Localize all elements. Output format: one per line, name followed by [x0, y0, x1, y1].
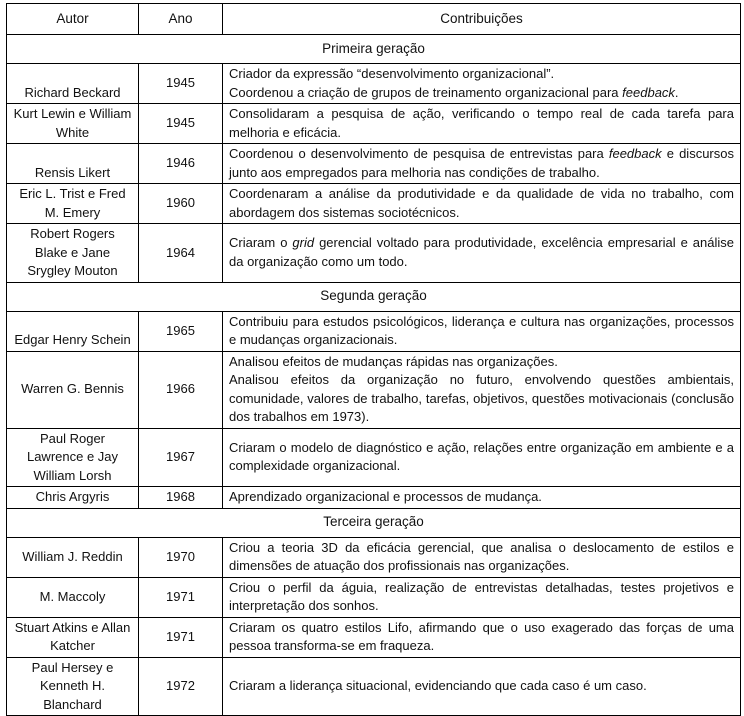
text-segment: Analisou efeitos de mudanças rápidas nas… [229, 353, 558, 369]
section-title: Segunda geração [6, 281, 741, 312]
year-cell: 1960 [138, 183, 223, 224]
italic-term: feedback [608, 146, 662, 161]
contribution-cell: Criaram os quatro estilos Lifo, afirmand… [222, 616, 741, 658]
contribution-cell: Aprendizado organizacional e processos d… [222, 486, 741, 509]
author-cell: M. Maccoly [6, 576, 139, 618]
header-autor: Autor [6, 3, 139, 35]
author-cell: Paul Hersey e Kenneth H. Blanchard [6, 656, 139, 716]
contribution-cell: Criador da expressão “desenvolvimento or… [222, 63, 741, 104]
table-row: William J. Reddin 1970 Criou a teoria 3D d… [6, 536, 741, 578]
contribution-line: Analisou efeitos da organização no futur… [229, 371, 734, 427]
text-segment: Analisou efeitos da organização no futur… [229, 372, 734, 424]
contribution-cell: Coordenou o desenvolvimento de pesquisa … [222, 143, 741, 184]
text-segment: Criador da expressão “desenvolvimento or… [229, 66, 555, 81]
text-segment: Consolidaram a pesquisa de ação, verific… [229, 106, 734, 140]
table-row: Warren G. Bennis 1966 Analisou efeitos de … [6, 350, 741, 429]
author-cell: Stuart Atkins e Allan Katcher [6, 616, 139, 658]
text-segment: Aprendizado organizacional e processos d… [229, 489, 542, 504]
table-row: M. Maccoly 1971 Criou o perfil da águia, r… [6, 576, 741, 618]
text-segment: Criaram os quatro estilos Lifo, afirmand… [229, 619, 734, 654]
year-cell: 1968 [138, 486, 223, 509]
contribution-line: Criaram os quatro estilos Lifo, afirmand… [229, 619, 734, 656]
contribution-cell: Analisou efeitos de mudanças rápidas nas… [222, 350, 741, 429]
table-row: Paul Hersey e Kenneth H. Blanchard 1972 Cr… [6, 656, 741, 716]
year-cell: 1970 [138, 536, 223, 578]
contribution-line: Consolidaram a pesquisa de ação, verific… [229, 105, 734, 142]
section-row: Primeira geração [6, 34, 741, 64]
year-cell: 1946 [138, 143, 223, 184]
author-cell: Edgar Henry Schein [6, 310, 139, 352]
author-cell: Chris Argyris [6, 486, 139, 509]
contribution-line: Criaram o grid gerencial voltado para pr… [229, 234, 734, 271]
author-cell: Rensis Likert [6, 143, 139, 184]
year-cell: 1967 [138, 427, 223, 487]
text-segment: Contribuiu para estudos psicológicos, li… [229, 313, 734, 348]
table-row: Stuart Atkins e Allan Katcher 1971 Criaram… [6, 616, 741, 658]
header-ano: Ano [138, 3, 223, 35]
text-segment: Criou o perfil da águia, realização de e… [229, 579, 734, 614]
text-segment: e discursos junto aos empregados para me… [229, 146, 734, 180]
contributions-table: Autor Ano Contribuições Primeira geração… [6, 3, 741, 716]
italic-term: feedback [622, 84, 675, 100]
year-cell: 1964 [138, 223, 223, 283]
text-segment: Criaram a liderança situacional, evidenc… [229, 678, 647, 693]
header-row: Autor Ano Contribuições [6, 3, 741, 35]
contribution-line: Criaram o modelo de diagnóstico e ação, … [229, 439, 734, 476]
table-row: Kurt Lewin e William White 1945 Consolidar… [6, 103, 741, 144]
section-row: Terceira geração [6, 507, 741, 538]
section-title: Primeira geração [6, 34, 741, 64]
author-cell: Warren G. Bennis [6, 350, 139, 429]
contribution-cell: Criou a teoria 3D da eficácia gerencial,… [222, 536, 741, 578]
year-cell: 1971 [138, 576, 223, 618]
year-cell: 1945 [138, 63, 223, 104]
author-cell: Paul Roger Lawrence e Jay William Lorsh [6, 427, 139, 487]
contribution-cell: Contribuiu para estudos psicológicos, li… [222, 310, 741, 352]
year-cell: 1972 [138, 656, 223, 716]
italic-term: grid [292, 235, 315, 251]
author-cell: Robert Rogers Blake e Jane Srygley Mouto… [6, 223, 139, 283]
contribution-line: Criou a teoria 3D da eficácia gerencial,… [229, 539, 734, 576]
table-row: Paul Roger Lawrence e Jay William Lorsh 1… [6, 427, 741, 487]
header-contribuicoes: Contribuições [222, 3, 741, 35]
text-segment: Criaram o modelo de diagnóstico e ação, … [229, 439, 734, 474]
text-segment: . [674, 84, 679, 100]
contribution-line: Contribuiu para estudos psicológicos, li… [229, 313, 734, 350]
author-cell: Eric L. Trist e Fred M. Emery [6, 183, 139, 224]
contribution-line: Criador da expressão “desenvolvimento or… [229, 65, 734, 84]
contribution-line: Aprendizado organizacional e processos d… [229, 488, 734, 507]
contribution-cell: Coordenaram a análise da produtividade e… [222, 183, 741, 224]
contribution-cell: Criaram o modelo de diagnóstico e ação, … [222, 427, 741, 487]
text-segment: Criou a teoria 3D da eficácia gerencial,… [229, 539, 734, 574]
table-row: Eric L. Trist e Fred M. Emery 1960 Coorden… [6, 183, 741, 224]
text-segment: Coordenou a criação de grupos de treinam… [229, 84, 623, 100]
table-row: Richard Beckard 1945 Criador da expressão … [6, 63, 741, 104]
contribution-line: Analisou efeitos de mudanças rápidas nas… [229, 353, 734, 372]
table-row: Edgar Henry Schein 1965 Contribuiu para es… [6, 310, 741, 352]
text-segment: Criaram o [229, 235, 293, 251]
author-cell: William J. Reddin [6, 536, 139, 578]
text-segment: gerencial voltado para produtividade, ex… [229, 235, 734, 269]
year-cell: 1966 [138, 350, 223, 429]
year-cell: 1945 [138, 103, 223, 144]
author-cell: Richard Beckard [6, 63, 139, 104]
contribution-cell: Consolidaram a pesquisa de ação, verific… [222, 103, 741, 144]
year-cell: 1971 [138, 616, 223, 658]
table-row: Robert Rogers Blake e Jane Srygley Mouto… [6, 223, 741, 283]
author-cell: Kurt Lewin e William White [6, 103, 139, 144]
section-row: Segunda geração [6, 281, 741, 312]
year-cell: 1965 [138, 310, 223, 352]
table-row: Rensis Likert 1946 Coordenou o desenvolvim… [6, 143, 741, 184]
contribution-line: Criou o perfil da águia, realização de e… [229, 579, 734, 616]
contribution-line: Criaram a liderança situacional, evidenc… [229, 677, 734, 696]
contribution-cell: Criou o perfil da águia, realização de e… [222, 576, 741, 618]
contribution-cell: Criaram a liderança situacional, evidenc… [222, 656, 741, 716]
contribution-line: Coordenou o desenvolvimento de pesquisa … [229, 145, 734, 182]
contribution-cell: Criaram o grid gerencial voltado para pr… [222, 223, 741, 283]
text-segment: Coordenou o desenvolvimento de pesquisa … [229, 146, 609, 161]
contribution-line: Coordenaram a análise da produtividade e… [229, 185, 734, 222]
section-title: Terceira geração [6, 507, 741, 538]
text-segment: Coordenaram a análise da produtividade e… [229, 186, 734, 220]
table-row: Chris Argyris 1968 Aprendizado organizacio… [6, 486, 741, 509]
contribution-line: Coordenou a criação de grupos de treinam… [229, 84, 734, 103]
